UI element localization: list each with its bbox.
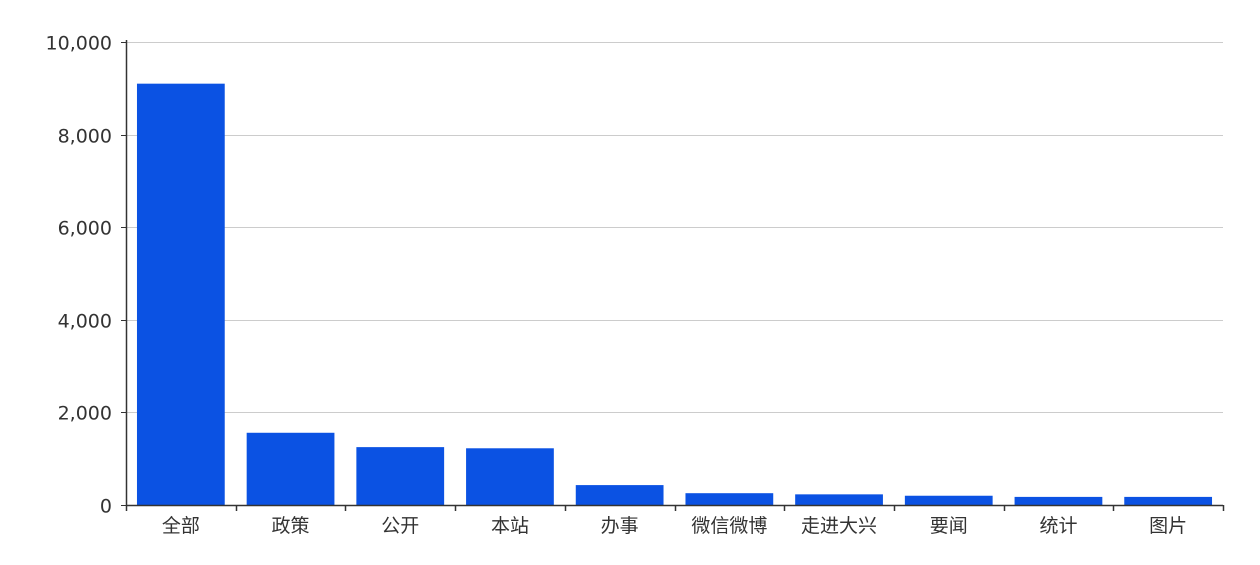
y-tick-label: 8,000 bbox=[58, 126, 112, 148]
x-tick-label: 走进大兴 bbox=[801, 515, 877, 537]
bar-5[interactable] bbox=[685, 493, 774, 505]
bar-7[interactable] bbox=[904, 495, 993, 505]
y-tick-label: 2,000 bbox=[58, 403, 112, 425]
bar-1[interactable] bbox=[246, 432, 335, 505]
x-tick-labels: 全部 政策 公开 本站 办事 微信微博 走进大兴 要闻 统计 图片 bbox=[162, 515, 1187, 537]
bar-9[interactable] bbox=[1124, 496, 1213, 505]
bar-4[interactable] bbox=[575, 485, 664, 505]
y-tick-label: 6,000 bbox=[58, 218, 112, 240]
y-tick-label: 4,000 bbox=[58, 311, 112, 333]
axes bbox=[121, 40, 1225, 511]
bar-8[interactable] bbox=[1014, 496, 1103, 505]
x-tick-label: 政策 bbox=[272, 515, 310, 537]
x-tick-label: 全部 bbox=[162, 515, 200, 537]
bar-3[interactable] bbox=[466, 448, 554, 505]
bar-6[interactable] bbox=[795, 494, 883, 505]
x-tick-label: 本站 bbox=[491, 515, 529, 537]
bar-2[interactable] bbox=[356, 447, 445, 505]
grid-lines bbox=[126, 42, 1223, 413]
bars bbox=[136, 83, 1213, 506]
x-tick-label: 办事 bbox=[601, 515, 639, 537]
x-tick-label: 公开 bbox=[381, 515, 419, 537]
x-tick-label: 微信微博 bbox=[691, 515, 767, 537]
y-tick-label: 0 bbox=[100, 496, 112, 518]
x-tick-label: 图片 bbox=[1149, 515, 1187, 537]
y-tick-labels: 0 2,000 4,000 6,000 8,000 10,000 bbox=[46, 33, 112, 518]
bar-0[interactable] bbox=[136, 83, 225, 506]
x-tick-label: 统计 bbox=[1039, 515, 1077, 537]
x-tick-label: 要闻 bbox=[930, 515, 968, 537]
y-tick-label: 10,000 bbox=[46, 33, 112, 55]
